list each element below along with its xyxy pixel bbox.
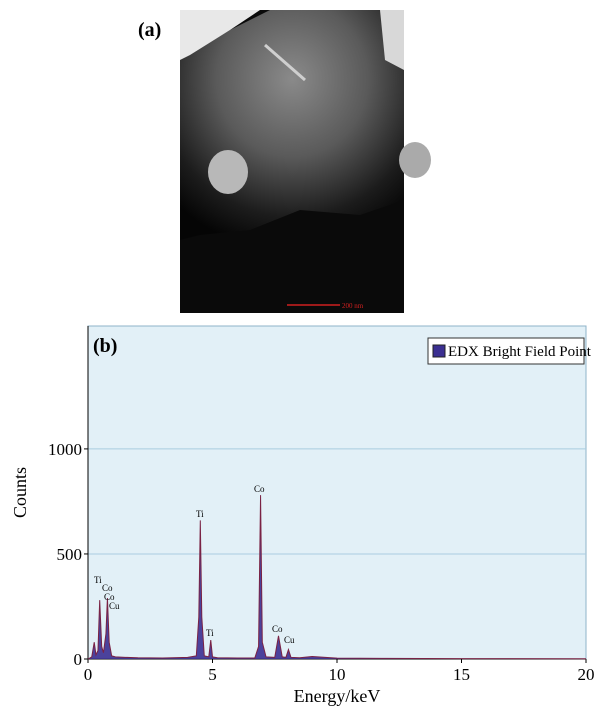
x-tick-label: 20 [578, 665, 595, 684]
peak-label: Co [102, 583, 113, 593]
scale-bar-label: 200 nm [342, 302, 364, 310]
peak-label: Co [254, 484, 265, 494]
peak-label: Ti [94, 575, 102, 585]
y-tick-label: 1000 [48, 440, 82, 459]
chart: 0 500 1000 0 5 10 15 20 Energy/keV Counts (b) EDX B… [10, 325, 595, 706]
peak-label: Cu [109, 601, 120, 611]
peak-label: Co [272, 624, 283, 634]
x-tick-label: 0 [84, 665, 93, 684]
peak-label: Ti [196, 509, 204, 519]
legend-label: EDX Bright Field Point 1 [448, 344, 595, 360]
x-tick-label: 5 [208, 665, 217, 684]
legend-box [427, 337, 585, 365]
y-tick-label: 0 [74, 650, 83, 669]
peak-label: Co [104, 592, 115, 602]
peak-label: Cu [284, 635, 295, 645]
y-axis-label: Counts [10, 467, 30, 518]
panel-label: (a) [138, 19, 161, 41]
legend-swatch [432, 344, 446, 358]
plot-area [87, 325, 587, 660]
peak-label: Ti [206, 628, 214, 638]
y-tick-label: 500 [57, 545, 83, 564]
x-tick-label: 10 [329, 665, 346, 684]
x-tick-label: 15 [453, 665, 470, 684]
spectrum-line [87, 495, 587, 660]
x-axis-label: Energy/keV [294, 686, 381, 706]
panel-label: (b) [93, 335, 117, 357]
tem-image: 200 nm [180, 10, 431, 313]
